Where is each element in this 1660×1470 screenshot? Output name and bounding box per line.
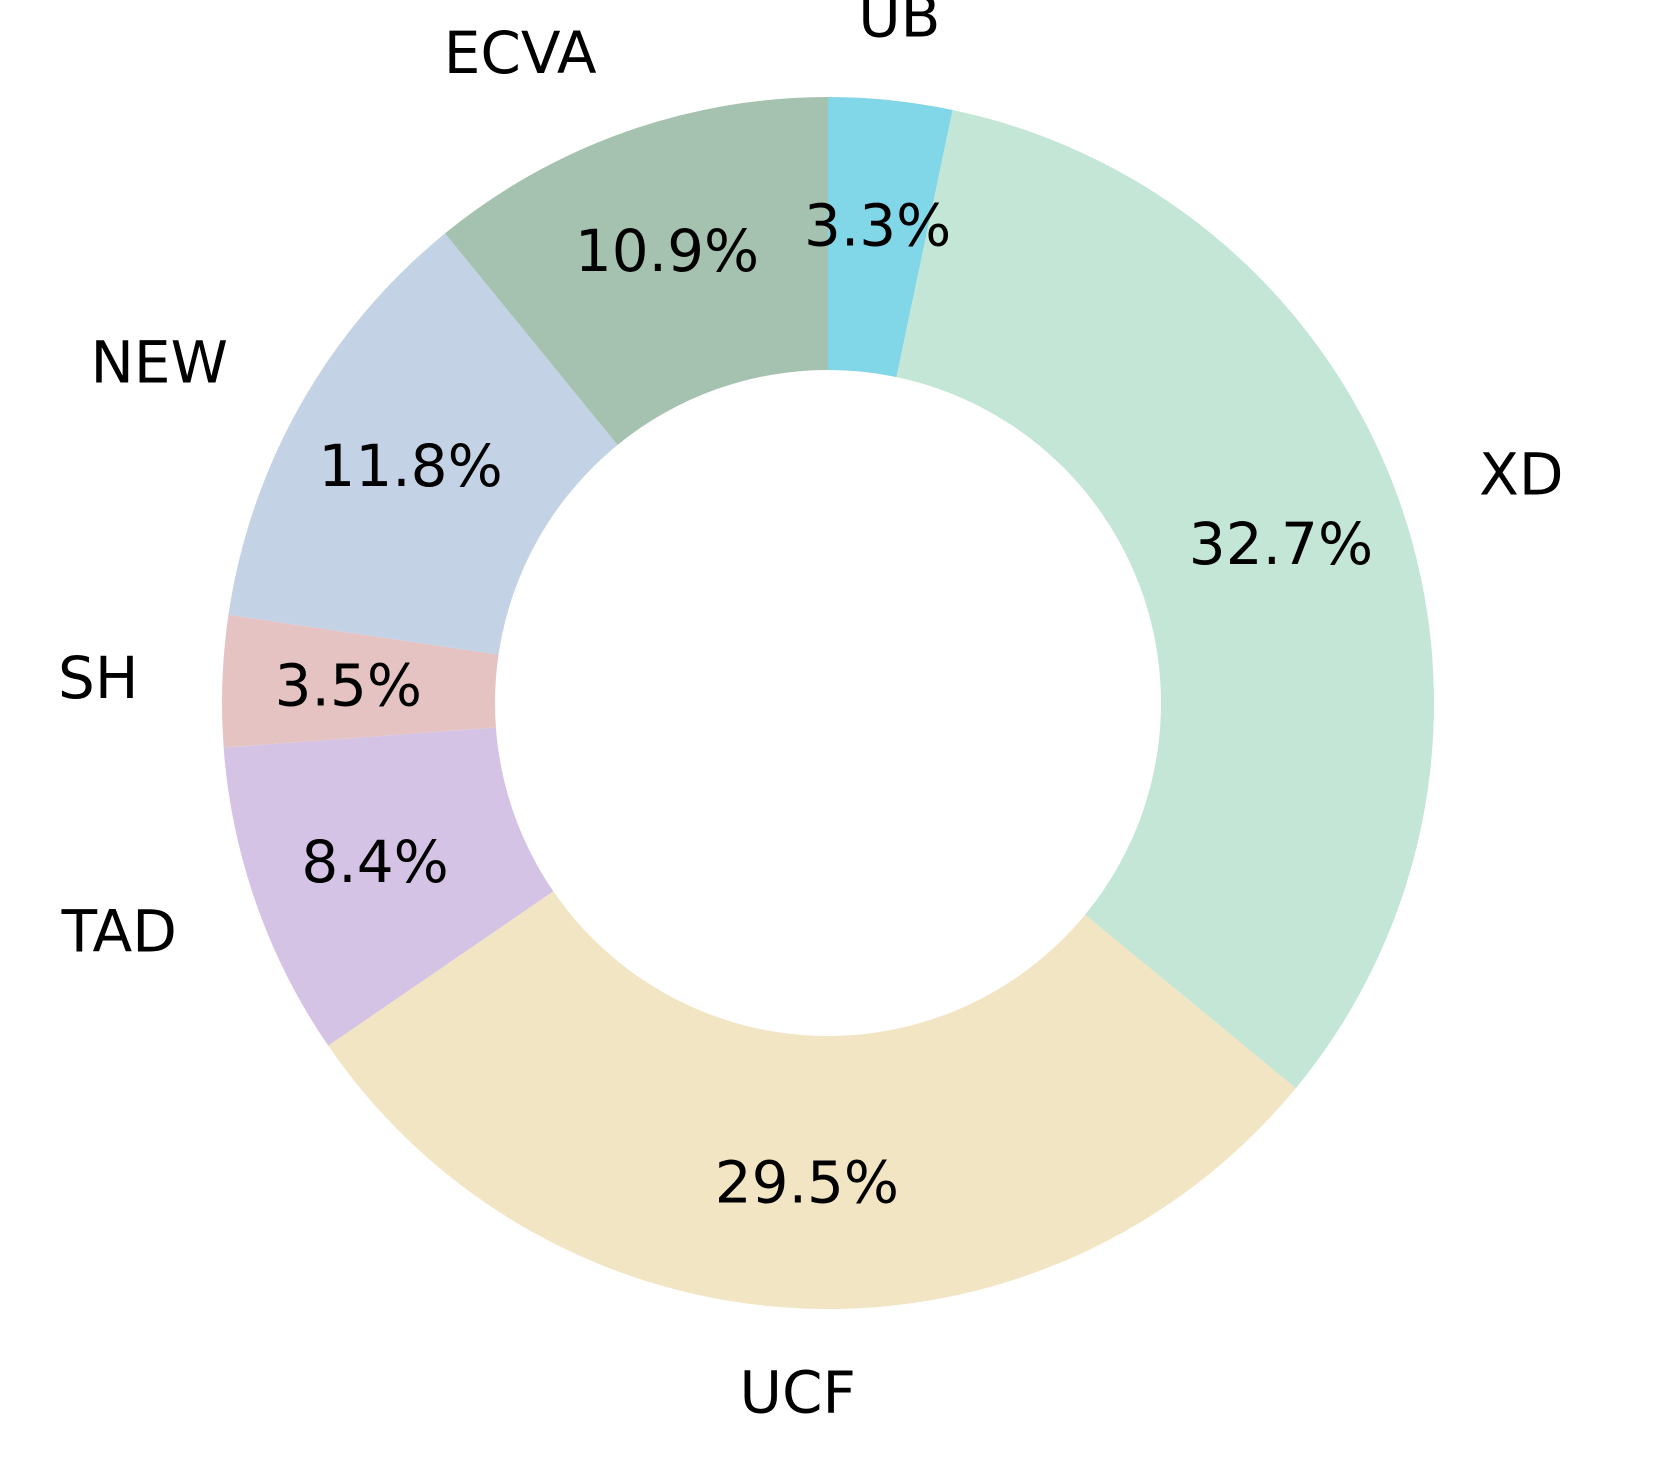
percentage-label-ub: 3.3% [804, 192, 951, 260]
slice-xd [896, 109, 1435, 1089]
slice-ucf [328, 891, 1296, 1309]
slice-tad [223, 727, 554, 1046]
category-label-tad: TAD [61, 897, 177, 965]
percentage-labels: 3.3% 32.7% 29.5% 8.4% 3.5% 11.8% 10.9% [275, 192, 1373, 1217]
donut-slices [222, 97, 1435, 1309]
category-labels: UB XD UCF TAD SH NEW ECVA [58, 0, 1563, 1426]
category-label-new: NEW [91, 328, 228, 396]
category-label-ecva: ECVA [444, 19, 597, 87]
percentage-label-new: 11.8% [318, 432, 502, 500]
percentage-label-sh: 3.5% [275, 652, 422, 720]
slice-new [228, 233, 618, 655]
slice-ecva [444, 97, 828, 445]
percentage-label-tad: 8.4% [301, 828, 448, 896]
percentage-label-ucf: 29.5% [715, 1149, 899, 1217]
category-label-sh: SH [58, 644, 138, 712]
percentage-label-ecva: 10.9% [575, 217, 759, 285]
percentage-label-xd: 32.7% [1189, 510, 1373, 578]
category-label-ucf: UCF [740, 1358, 856, 1426]
slice-ub [828, 97, 953, 378]
category-label-ub: UB [858, 0, 940, 51]
category-label-xd: XD [1479, 441, 1563, 509]
slice-sh [222, 614, 499, 748]
